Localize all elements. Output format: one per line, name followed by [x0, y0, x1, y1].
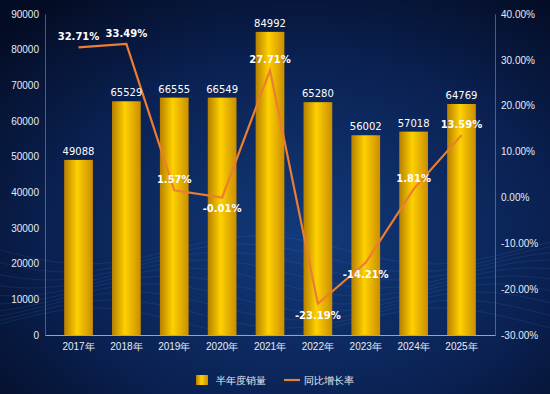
tick: 20.00%	[495, 100, 535, 111]
tick-label: 2023年	[350, 341, 382, 352]
data-label: 65280	[302, 88, 334, 99]
plot-area	[64, 32, 476, 335]
tick: -20.00%	[495, 284, 538, 295]
data-label: -23.19%	[295, 310, 341, 321]
tick-label: 2018年	[110, 341, 142, 352]
tick-label: 0	[33, 330, 39, 341]
line	[79, 44, 462, 304]
data-label: 84992	[254, 18, 286, 29]
bar	[256, 32, 285, 335]
tick-label: 10000	[11, 294, 39, 305]
tick: 20000	[11, 258, 45, 269]
tick-label: -20.00%	[501, 284, 538, 295]
bar	[351, 135, 380, 335]
legend-symbol	[284, 379, 300, 381]
legend-item: 同比增长率	[284, 375, 354, 386]
background	[0, 0, 550, 394]
tick: 10.00%	[495, 146, 535, 157]
data-label: -0.01%	[203, 203, 242, 214]
bar	[447, 104, 476, 335]
tick-label: 40000	[11, 187, 39, 198]
tick-label: 2019年	[158, 341, 190, 352]
bar	[399, 132, 428, 335]
data-label: 32.71%	[58, 31, 100, 42]
data-label: 49088	[63, 146, 95, 157]
legend-item: 半年度销量	[196, 375, 266, 386]
tick: 2023年	[350, 335, 382, 352]
tick: 2018年	[110, 335, 142, 352]
tick: 80000	[11, 44, 45, 55]
bar	[208, 98, 237, 335]
tick: 90000	[11, 9, 45, 20]
data-labels: 49088 65529 66555 66549 84992 65280 56002 57018…	[58, 18, 483, 321]
tick-label: 70000	[11, 80, 39, 91]
tick: 40.00%	[495, 9, 535, 20]
tick: 70000	[11, 80, 45, 91]
tick: 40000	[11, 187, 45, 198]
tick-label: -30.00%	[501, 330, 538, 341]
data-label: 64769	[446, 90, 478, 101]
bar	[112, 101, 141, 335]
tick: 0	[33, 330, 45, 341]
tick: 2024年	[397, 335, 429, 352]
tick: 2025年	[445, 335, 477, 352]
axis-line	[495, 15, 496, 336]
legend-label: 半年度销量	[216, 375, 266, 386]
tick-label: 50000	[11, 151, 39, 162]
data-label: 66555	[158, 84, 190, 95]
tick: -30.00%	[495, 330, 538, 341]
y-axis: 0 10000 20000 30000 40000 50000 60000 70000 8000…	[11, 9, 45, 341]
tick-label: 80000	[11, 44, 39, 55]
data-label: 57018	[398, 118, 430, 129]
tick-label: 2021年	[254, 341, 286, 352]
data-label: 13.59%	[441, 119, 483, 130]
tick-label: 2022年	[302, 341, 334, 352]
bar	[160, 98, 189, 335]
data-label: -14.21%	[343, 269, 389, 280]
tick: 2020年	[206, 335, 238, 352]
bar	[64, 160, 93, 335]
tick: 30000	[11, 223, 45, 234]
tick: 2017年	[62, 335, 94, 352]
tick: 2022年	[302, 335, 334, 352]
tick-label: 10.00%	[501, 146, 535, 157]
tick: 60000	[11, 116, 45, 127]
data-label: 66549	[206, 84, 238, 95]
tick: 50000	[11, 151, 45, 162]
tick: 2021年	[254, 335, 286, 352]
data-label: 33.49%	[106, 28, 148, 39]
tick-label: 2020年	[206, 341, 238, 352]
axis-line	[46, 335, 496, 336]
tick-label: 2025年	[445, 341, 477, 352]
tick: 30.00%	[495, 55, 535, 66]
legend: 半年度销量 同比增长率	[196, 375, 354, 386]
tick: 0.00%	[495, 192, 529, 203]
tick-label: 20.00%	[501, 100, 535, 111]
data-label: 56002	[350, 121, 382, 132]
tick: 2019年	[158, 335, 190, 352]
data-label: 27.71%	[249, 54, 291, 65]
legend-label: 同比增长率	[304, 375, 354, 386]
tick-label: 30000	[11, 223, 39, 234]
tick: -10.00%	[495, 238, 538, 249]
tick-label: 2017年	[62, 341, 94, 352]
tick-label: 60000	[11, 116, 39, 127]
y2-axis: -30.00% -20.00% -10.00% 0.00% 10.00% 20.00% 30…	[495, 9, 538, 341]
chart: 0 10000 20000 30000 40000 50000 60000 70000 8000…	[0, 0, 550, 394]
tick-label: 90000	[11, 9, 39, 20]
tick-label: -10.00%	[501, 238, 538, 249]
tick-label: 0.00%	[501, 192, 529, 203]
data-label: 1.81%	[396, 173, 431, 184]
tick: 10000	[11, 294, 45, 305]
tick-label: 2024年	[397, 341, 429, 352]
tick-label: 20000	[11, 258, 39, 269]
tick-label: 30.00%	[501, 55, 535, 66]
data-label: 1.57%	[157, 174, 192, 185]
data-label: 65529	[110, 87, 142, 98]
axis-line	[45, 15, 46, 336]
legend-symbol	[196, 375, 208, 385]
tick-label: 40.00%	[501, 9, 535, 20]
x-axis: 2017年 2018年 2019年 2020年 2021年 2022年 2023年 2024年…	[46, 335, 496, 352]
